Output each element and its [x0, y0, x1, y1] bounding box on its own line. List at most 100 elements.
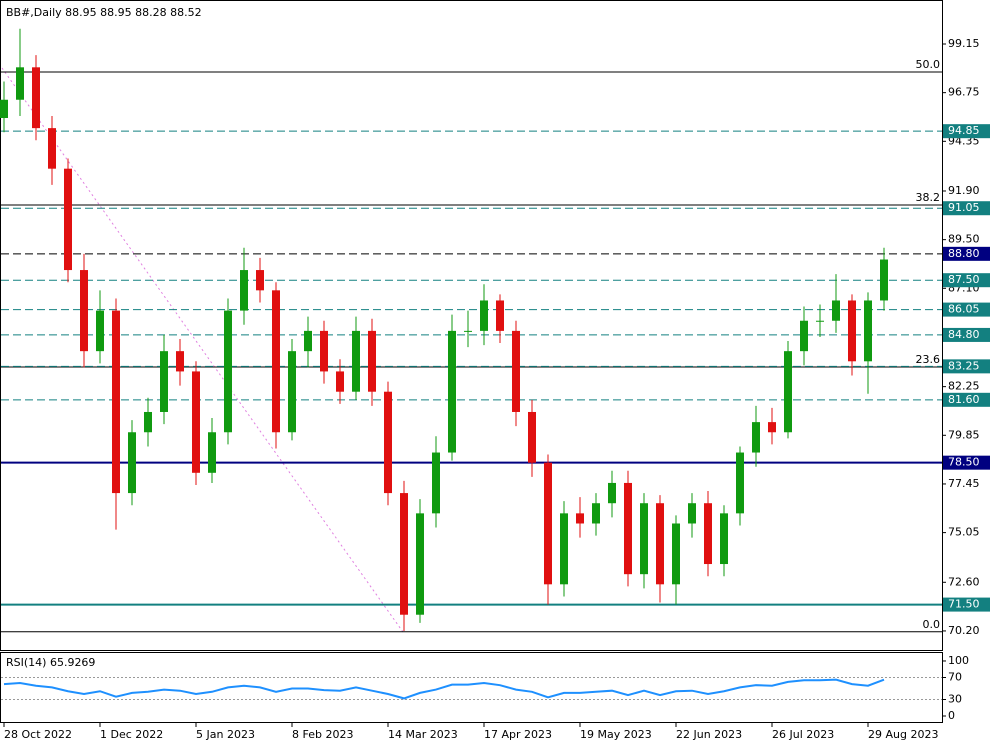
- y-tick-label: 91.90: [948, 184, 980, 197]
- level-label: 86.05: [948, 303, 980, 316]
- x-tick-label: 17 Apr 2023: [484, 728, 552, 741]
- level-box: [943, 455, 990, 470]
- candle-body: [112, 310, 120, 494]
- candle-body: [592, 503, 600, 524]
- candle-body: [0, 99, 8, 118]
- candle-body: [432, 452, 440, 514]
- candle-body: [624, 482, 632, 575]
- y-tick-label: 100: [948, 654, 969, 667]
- candle-body: [704, 503, 712, 565]
- candle-body: [144, 411, 152, 433]
- candle-body: [128, 432, 136, 494]
- level-label: 87.50: [948, 273, 980, 286]
- candle-body: [336, 371, 344, 392]
- candle-body: [352, 330, 360, 392]
- candle-body: [416, 513, 424, 615]
- rsi-title: RSI(14) 65.9269: [6, 656, 95, 669]
- level-box: [943, 302, 990, 317]
- y-tick-label: 75.05: [948, 526, 980, 539]
- level-box: [943, 597, 990, 612]
- candle-body: [480, 300, 488, 331]
- x-tick-label: 19 May 2023: [580, 728, 652, 741]
- y-tick-label: 70.20: [948, 624, 980, 637]
- candle-body: [672, 523, 680, 585]
- candle-body: [864, 300, 872, 362]
- y-tick-label: 77.45: [948, 477, 980, 490]
- trend-line: [1, 67, 404, 633]
- level-box: [943, 392, 990, 407]
- x-tick-label: 14 Mar 2023: [388, 728, 458, 741]
- fib-label: 50.0: [916, 58, 941, 71]
- rsi-frame: [0, 652, 943, 723]
- candle-body: [448, 330, 456, 453]
- x-tick-label: 1 Dec 2022: [100, 728, 163, 741]
- level-box: [943, 273, 990, 288]
- level-label: 94.85: [948, 124, 980, 137]
- candle-body: [32, 67, 40, 129]
- rsi-line: [3, 678, 885, 700]
- y-tick-label: 70: [948, 670, 962, 683]
- candle-body: [288, 351, 296, 433]
- candle-body: [48, 128, 56, 169]
- y-tick-label: 82.25: [948, 380, 980, 393]
- candle-body: [400, 493, 408, 615]
- candle-body: [656, 503, 664, 585]
- level-label: 91.05: [948, 201, 980, 214]
- fib-label: 38.2: [916, 191, 941, 204]
- x-tick-label: 22 Jun 2023: [676, 728, 742, 741]
- candle-body: [384, 391, 392, 494]
- candle-body: [512, 330, 520, 412]
- candle-body: [544, 462, 552, 585]
- candle-body: [560, 513, 568, 585]
- y-tick-label: 96.75: [948, 86, 980, 99]
- candle-body: [576, 513, 584, 524]
- candle-body: [304, 330, 312, 352]
- level-box: [943, 124, 990, 139]
- candle-body: [160, 351, 168, 412]
- candle-body: [720, 513, 728, 565]
- candle-body: [256, 270, 264, 291]
- candle-body: [272, 290, 280, 433]
- candle-body: [16, 67, 24, 100]
- candle-body: [736, 452, 744, 514]
- x-tick-label: 8 Feb 2023: [292, 728, 353, 741]
- candle-body: [224, 310, 232, 433]
- candle-body: [752, 422, 760, 453]
- candle-body: [192, 371, 200, 473]
- y-tick-label: 89.50: [948, 233, 980, 246]
- candle-body: [640, 503, 648, 575]
- level-label: 81.60: [948, 393, 980, 406]
- y-tick-label: 30: [948, 692, 962, 705]
- level-box: [943, 359, 990, 374]
- candle-body: [688, 503, 696, 524]
- candle-body: [784, 351, 792, 433]
- level-box: [943, 201, 990, 216]
- level-box: [943, 246, 990, 261]
- candle-body: [832, 300, 840, 321]
- candle-body: [464, 330, 472, 332]
- x-tick-label: 29 Aug 2023: [868, 728, 938, 741]
- candle-body: [240, 270, 248, 311]
- candle-body: [496, 300, 504, 331]
- level-label: 78.50: [948, 456, 980, 469]
- candle-body: [64, 168, 72, 271]
- candle-body: [320, 330, 328, 372]
- fib-label: 0.0: [923, 618, 941, 631]
- y-tick-label: 79.85: [948, 428, 980, 441]
- x-tick-label: 5 Jan 2023: [196, 728, 255, 741]
- header: BB#,Daily 88.95 88.95 88.28 88.52: [6, 6, 202, 19]
- candle-body: [96, 310, 104, 352]
- candle-body: [848, 300, 856, 362]
- level-label: 71.50: [948, 598, 980, 611]
- x-tick-label: 26 Jul 2023: [772, 728, 834, 741]
- level-label: 83.25: [948, 359, 980, 372]
- y-tick-label: 0: [948, 709, 955, 722]
- x-tick-label: 28 Oct 2022: [4, 728, 72, 741]
- main-frame: [0, 0, 943, 651]
- candle-body: [80, 270, 88, 352]
- level-label: 84.80: [948, 328, 980, 341]
- candle-body: [208, 432, 216, 473]
- candle-body: [816, 320, 824, 322]
- candle-body: [368, 330, 376, 392]
